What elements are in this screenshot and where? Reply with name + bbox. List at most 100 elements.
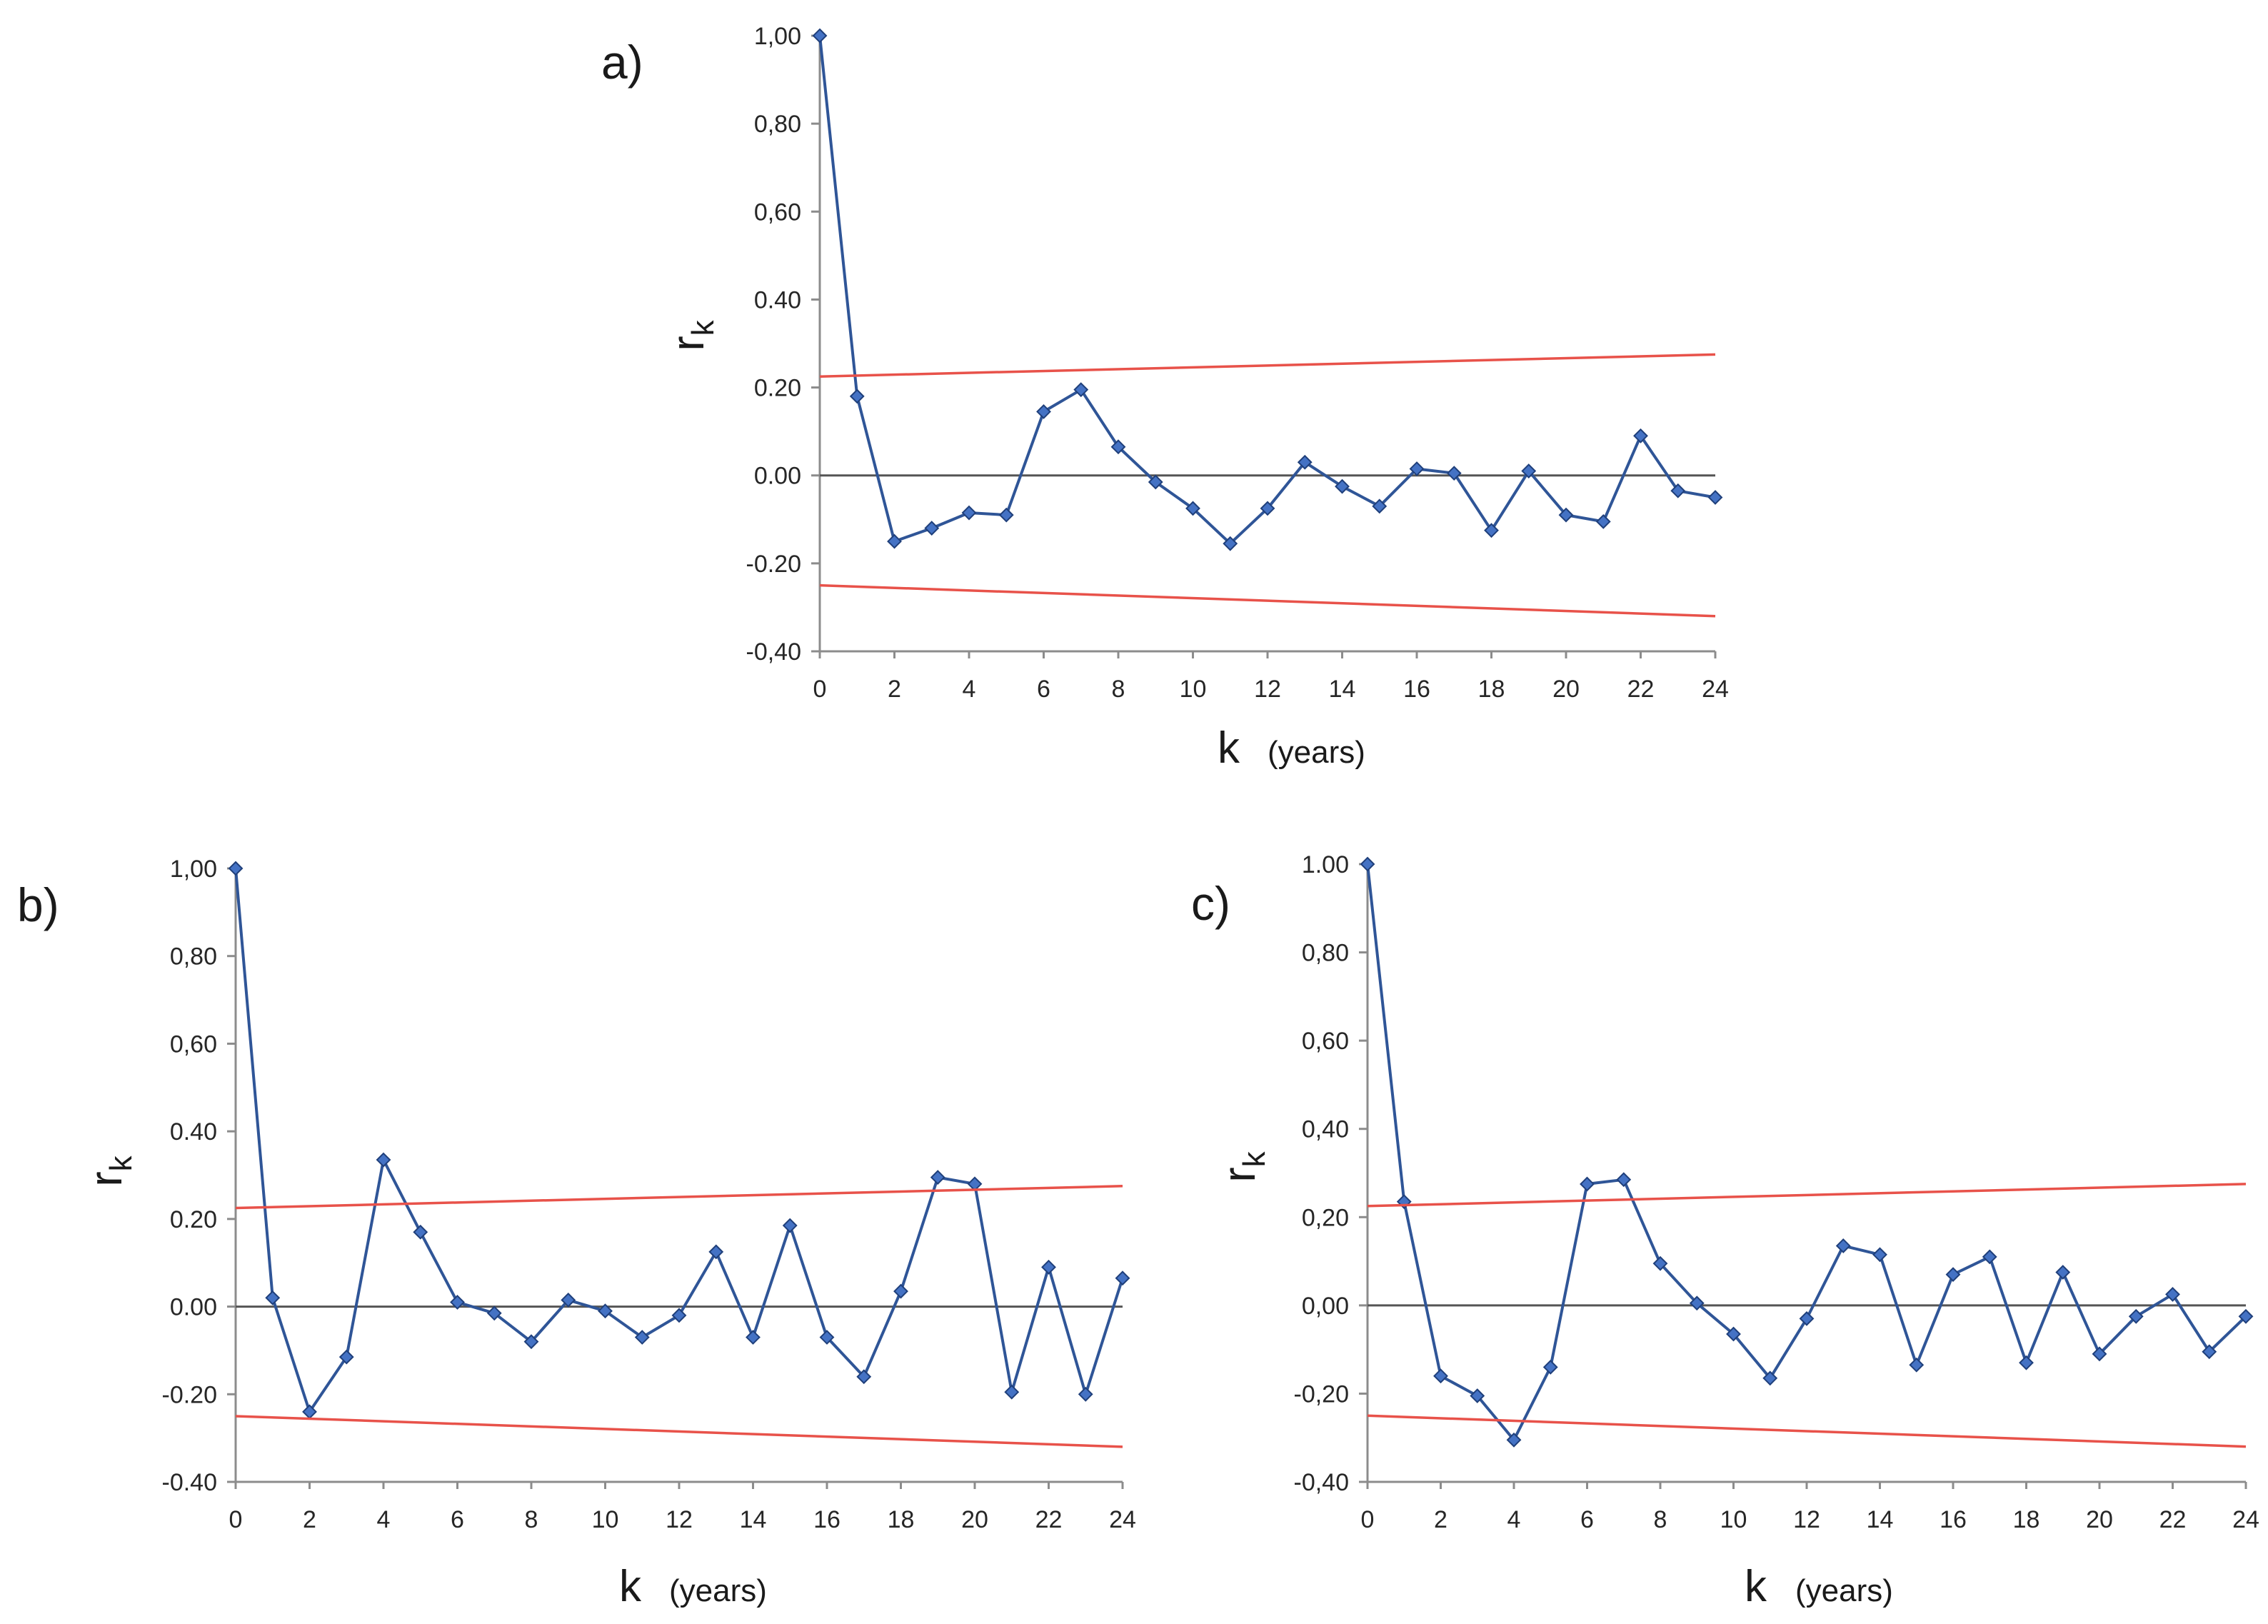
data-point (1633, 428, 1648, 443)
upper-confidence-line (819, 353, 1716, 378)
chart-panel-b: b)-0.40-0.200.000.200.400,600,801,000 2 4 6… (17, 856, 1136, 1611)
x-tick-label: 24 (1702, 676, 1729, 703)
x-tick-label: 12 (1793, 1506, 1820, 1533)
data-point (1260, 501, 1275, 516)
x-tick-label: 14 (740, 1506, 767, 1533)
data-point (1484, 523, 1499, 538)
data-point (1446, 466, 1462, 481)
data-point (1297, 454, 1313, 470)
lower-confidence-line (1367, 1414, 2247, 1448)
x-tick-label: 20 (1552, 676, 1580, 703)
data-point (376, 1152, 391, 1168)
y-tick-label: 1.00 (1302, 851, 1349, 878)
data-point (708, 1244, 724, 1260)
data-point (228, 861, 244, 876)
x-axis-label: k (619, 1562, 642, 1611)
x-tick-label: 10 (1720, 1506, 1747, 1533)
y-tick-label: -0,40 (746, 638, 802, 666)
data-point (450, 1295, 465, 1310)
data-point (746, 1330, 761, 1345)
data-point (1115, 1270, 1130, 1286)
data-point (413, 1224, 428, 1240)
data-point (1670, 483, 1686, 498)
y-axis-label: rk (662, 319, 721, 351)
x-tick-label: 4 (377, 1506, 391, 1533)
data-point (1762, 1370, 1778, 1386)
x-tick-label: 0 (1361, 1506, 1375, 1533)
y-tick-label: 0,60 (1302, 1028, 1349, 1055)
lower-confidence-line (235, 1415, 1123, 1448)
y-tick-label: 0.00 (754, 463, 801, 490)
data-point (1110, 439, 1126, 455)
data-point (1726, 1326, 1741, 1342)
x-axis-unit: (years) (1795, 1573, 1893, 1608)
y-tick-label: 0.20 (170, 1206, 217, 1233)
x-tick-label: 2 (1434, 1506, 1447, 1533)
data-point (634, 1330, 650, 1345)
data-point (1909, 1357, 1925, 1373)
upper-confidence-line (235, 1185, 1123, 1210)
data-point (598, 1303, 613, 1319)
x-tick-label: 4 (1507, 1506, 1521, 1533)
data-point (523, 1334, 539, 1350)
y-axis-label: rk (80, 1155, 139, 1186)
x-tick-label: 12 (666, 1506, 693, 1533)
data-point (1835, 1238, 1851, 1253)
x-tick-label: 6 (451, 1506, 464, 1533)
x-tick-label: 2 (888, 676, 901, 703)
data-point (1506, 1432, 1522, 1448)
x-axis-unit: (years) (669, 1573, 767, 1608)
data-point (2128, 1308, 2144, 1324)
data-point (1945, 1267, 1961, 1283)
y-axis-label-main: r (1213, 1167, 1265, 1182)
data-point (1223, 536, 1238, 551)
data-point (338, 1349, 354, 1365)
data-point (1982, 1249, 1997, 1265)
upper-confidence-line (1367, 1183, 2247, 1208)
x-tick-label: 18 (1478, 676, 1505, 703)
y-tick-label: 0.20 (754, 375, 801, 402)
acf-series-line (234, 868, 1124, 1413)
y-axis-label-main: r (662, 336, 713, 351)
x-axis-label: k (1218, 723, 1240, 773)
y-tick-label: 0,40 (1302, 1116, 1349, 1143)
data-point (2165, 1286, 2180, 1302)
data-point (819, 1330, 835, 1345)
data-point (1078, 1386, 1093, 1402)
data-point (1372, 498, 1388, 514)
x-tick-label: 10 (592, 1506, 619, 1533)
acf-series-line (818, 35, 1716, 546)
y-tick-label: 0.40 (170, 1118, 217, 1146)
data-point (1595, 513, 1611, 529)
x-tick-label: 4 (963, 676, 976, 703)
data-point (1616, 1172, 1632, 1188)
data-point (2238, 1308, 2254, 1324)
y-tick-label: 0,60 (754, 199, 801, 226)
x-tick-label: 6 (1580, 1506, 1594, 1533)
data-point (924, 521, 940, 536)
y-tick-label: -0.40 (162, 1469, 218, 1496)
data-point (1036, 404, 1051, 419)
x-axis-unit: (years) (1268, 735, 1365, 770)
x-tick-label: 8 (525, 1506, 538, 1533)
x-tick-label: 6 (1037, 676, 1050, 703)
panel-label: b) (17, 878, 59, 931)
data-point (1335, 478, 1350, 494)
data-point (1409, 461, 1425, 476)
data-point (782, 1218, 798, 1233)
data-point (1185, 501, 1200, 516)
data-point (856, 1369, 872, 1385)
y-tick-label: -0,20 (1294, 1380, 1350, 1408)
data-point (1004, 1384, 1020, 1400)
y-axis-label-sub: k (1237, 1151, 1272, 1167)
x-tick-label: 20 (2086, 1506, 2113, 1533)
data-point (998, 507, 1014, 523)
data-point (1470, 1388, 1485, 1403)
acf-series-line (1366, 863, 2247, 1442)
y-tick-label: -0.20 (746, 551, 802, 578)
y-tick-label: 0.00 (170, 1294, 217, 1321)
data-point (1433, 1368, 1448, 1384)
x-tick-label: 10 (1180, 676, 1207, 703)
lower-confidence-line (819, 583, 1716, 618)
